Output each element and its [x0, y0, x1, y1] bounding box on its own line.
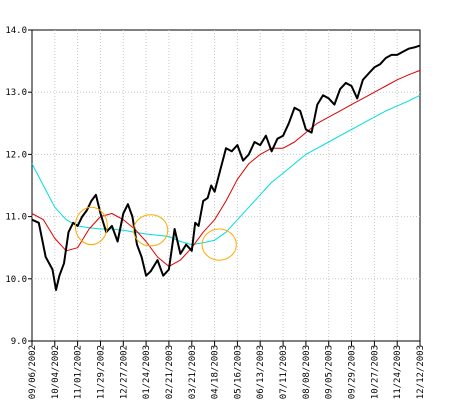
- highlight-ellipse-2: [133, 214, 169, 247]
- x-tick-label: 07/11/2003: [279, 345, 289, 399]
- x-tick-label: 12/12/2003: [416, 345, 426, 399]
- y-tick-label: 14.0: [5, 26, 27, 36]
- x-tick-label: 05/16/2003: [233, 345, 243, 399]
- x-tick-label: 01/24/2003: [142, 345, 152, 399]
- x-tick-label: 03/21/2003: [188, 345, 198, 399]
- highlight-ellipse-1: [74, 206, 108, 246]
- x-tick-label: 09/29/2003: [348, 345, 358, 399]
- y-tick-label: 9.0: [11, 337, 27, 347]
- highlight-ellipse-3: [201, 228, 237, 261]
- x-tick-label: 02/21/2003: [165, 345, 175, 399]
- y-tick-label: 13.0: [5, 88, 27, 98]
- x-tick-label: 04/18/2003: [211, 345, 221, 399]
- annotation-group: [74, 206, 237, 261]
- y-tick-label: 10.0: [5, 275, 27, 285]
- series-group: [31, 44, 421, 291]
- series-line-moving-average-long: [31, 94, 421, 246]
- y-axis: 9.0 10.0 11.0 12.0 13.0 14.0: [5, 26, 32, 347]
- series-line-moving-average-short: [31, 69, 421, 267]
- x-tick-label: 10/04/2002: [51, 345, 61, 399]
- x-tick-label: 12/27/2002: [119, 345, 129, 399]
- y-tick-label: 11.0: [5, 213, 27, 223]
- x-tick-label: 11/01/2002: [74, 345, 84, 399]
- x-axis: 09/06/2002 10/04/2002 11/01/2002 11/29/2002…: [28, 341, 426, 399]
- x-tick-label: 11/24/2003: [393, 345, 403, 399]
- x-tick-label: 09/05/2003: [325, 345, 335, 399]
- x-tick-label: 06/13/2003: [256, 345, 266, 399]
- x-tick-label: 08/08/2003: [302, 345, 312, 399]
- y-tick-label: 12.0: [5, 150, 27, 160]
- grid: [32, 30, 420, 341]
- series-line-price: [31, 44, 421, 291]
- x-tick-label: 11/29/2002: [97, 345, 107, 399]
- x-tick-label: 10/27/2003: [370, 345, 380, 399]
- plot-area: [31, 29, 421, 342]
- x-tick-label: 09/06/2002: [28, 345, 38, 399]
